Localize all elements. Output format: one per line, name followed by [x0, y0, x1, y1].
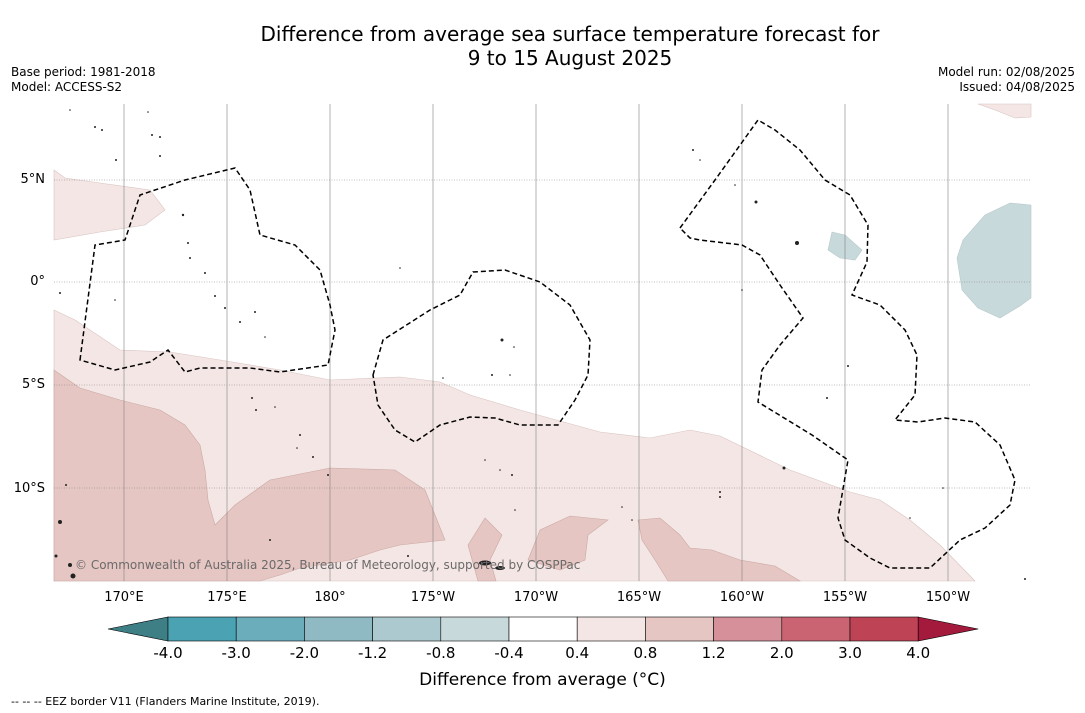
latitude-label: 5°S — [21, 377, 45, 392]
eez-footnote: -- -- -- EEZ border V11 (Flanders Marine… — [11, 695, 320, 708]
longitude-label: 170°W — [513, 590, 559, 605]
colorbar-segment — [167, 616, 237, 642]
title-line-1: Difference from average sea surface temp… — [260, 22, 880, 46]
issued-date: Issued: 04/08/2025 — [959, 80, 1075, 94]
base-period: Base period: 1981-2018 — [11, 65, 156, 79]
meta-right: Model run: 02/08/2025 Issued: 04/08/2025 — [938, 65, 1075, 95]
eez-border-kiribati-line — [679, 119, 1016, 569]
longitude-label: 175°W — [410, 590, 456, 605]
copyright-notice: © Commonwealth of Australia 2025, Bureau… — [75, 558, 581, 572]
colorbar-tick-label: -2.0 — [289, 644, 320, 662]
colorbar-segment — [440, 616, 510, 642]
longitude-label: 160°W — [719, 590, 765, 605]
colorbar-tick-label: -0.8 — [426, 644, 456, 662]
warm-anomaly-light-northeast — [977, 103, 1032, 119]
colorbar-arrow-low — [107, 616, 169, 642]
model-run: Model run: 02/08/2025 — [937, 65, 1075, 79]
latitude-label: 10°S — [13, 481, 45, 496]
colorbar-tick-label: 2.0 — [769, 644, 794, 662]
colorbar-tick-label: 0.4 — [565, 644, 590, 662]
eez-border-tuvalu — [79, 167, 336, 373]
warm-anomaly-mid-patch-b — [527, 515, 609, 571]
longitude-label: 180° — [314, 590, 346, 605]
gridlines — [54, 104, 1031, 581]
longitude-label: 150°W — [925, 590, 971, 605]
colorbar-segment — [508, 616, 578, 642]
longitude-label: 155°W — [822, 590, 868, 605]
eez-borders — [79, 119, 1016, 569]
colorbar-segment — [576, 616, 646, 642]
colorbar-segment — [645, 616, 714, 642]
warm-anomaly-mid-patch-c — [637, 517, 802, 582]
warm-anomaly-light-north — [53, 169, 166, 241]
colorbar-arrow-high — [917, 616, 979, 642]
colorbar-label: Difference from average (°C) — [419, 670, 666, 690]
colorbar-segment — [713, 616, 783, 642]
colorbar-tick-label: -3.0 — [221, 644, 251, 662]
longitude-label: 170°E — [104, 590, 144, 605]
colorbar-tick-label: 3.0 — [838, 644, 862, 662]
colorbar-segment — [235, 616, 305, 642]
latitude-label: 0° — [30, 274, 45, 289]
cool-anomaly-east — [956, 202, 1032, 319]
colorbar-segment — [849, 616, 919, 642]
warm-anomaly-mid-patch-a — [467, 517, 503, 582]
colorbar-tick-label: 4.0 — [906, 644, 931, 662]
eez-border-tokelau — [372, 269, 591, 443]
colorbar-tick-label: -4.0 — [153, 644, 183, 662]
islands — [54, 109, 1026, 580]
map-title: Difference from average sea surface temp… — [0, 22, 1085, 70]
title-line-2: 9 to 15 August 2025 — [467, 46, 673, 70]
colorbar-tick-label: -1.2 — [357, 644, 388, 662]
colorbar-segment — [781, 616, 851, 642]
longitude-label: 175°E — [207, 590, 247, 605]
map-area — [53, 103, 1032, 582]
colorbar — [107, 616, 979, 642]
model-name: Model: ACCESS-S2 — [11, 80, 123, 94]
colorbar-segment — [372, 616, 442, 642]
latitude-label: 5°N — [20, 172, 46, 187]
colorbar-tick-label: 1.2 — [701, 644, 726, 662]
longitude-label: 165°W — [616, 590, 662, 605]
colorbar-tick-label: 0.8 — [633, 644, 658, 662]
colorbar-tick-label: -0.4 — [494, 644, 524, 662]
meta-left: Base period: 1981-2018 Model: ACCESS-S2 — [11, 65, 156, 95]
colorbar-segment — [304, 616, 373, 642]
